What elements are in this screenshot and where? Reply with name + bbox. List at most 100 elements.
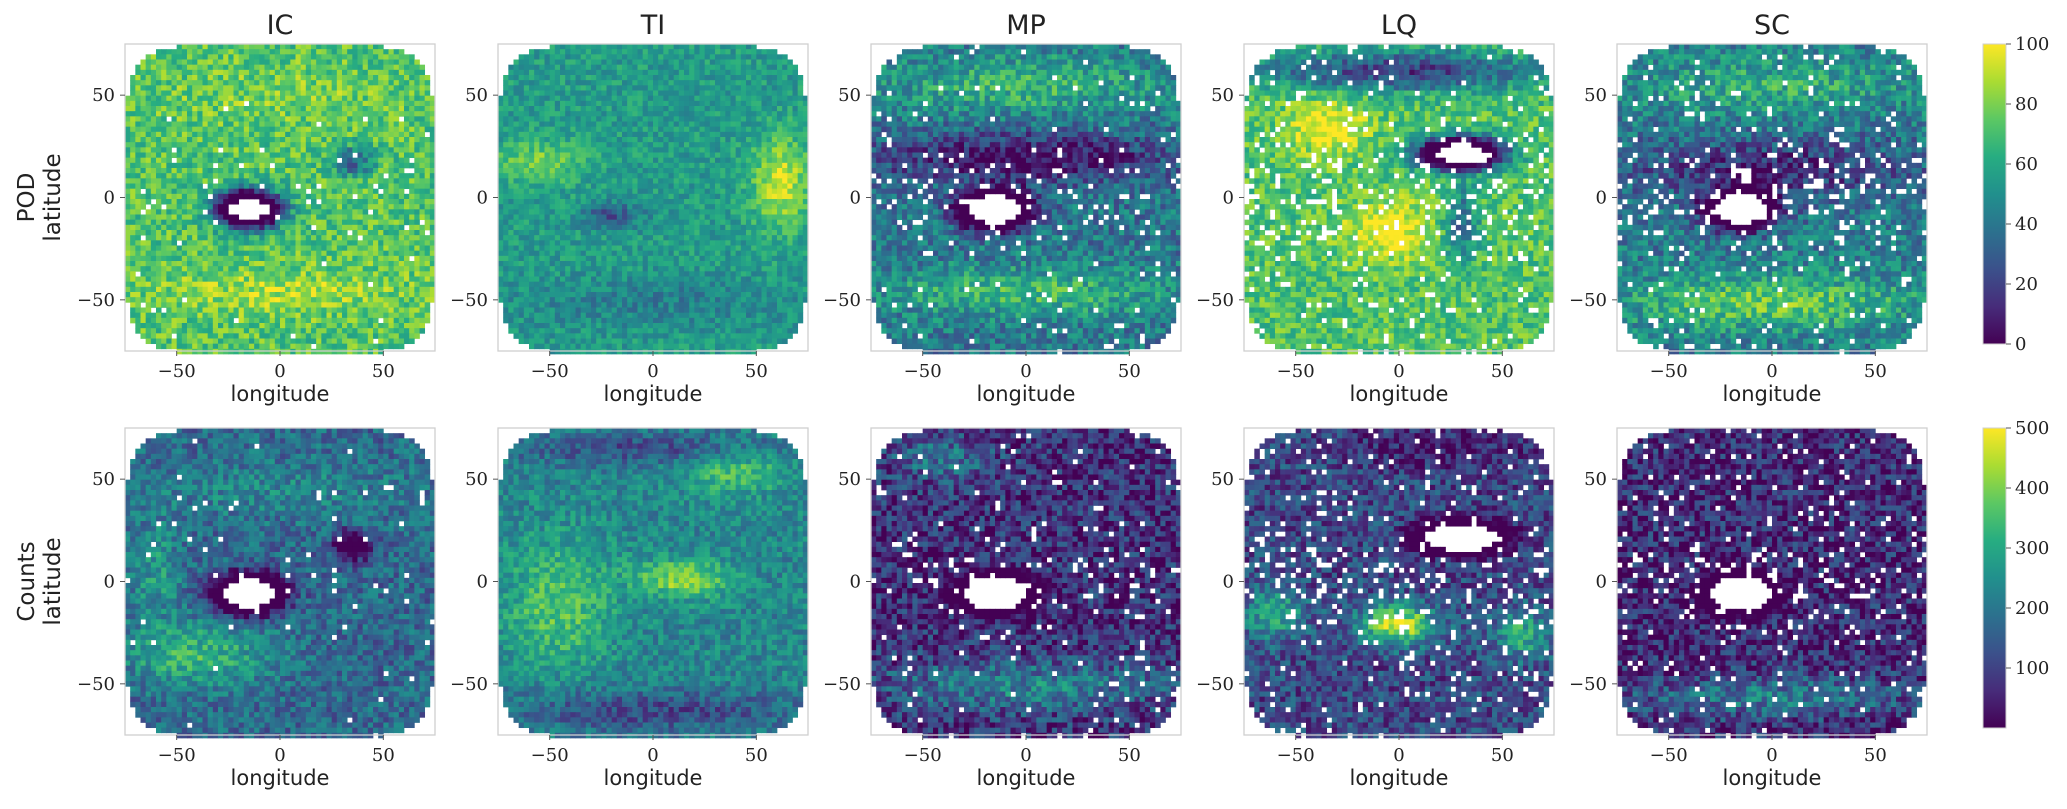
- heatmap-cell: [243, 126, 250, 133]
- heatmap-cell: [145, 235, 152, 241]
- heatmap-cell: [601, 90, 607, 97]
- heatmap-cell: [295, 286, 302, 293]
- heatmap-cell: [187, 131, 193, 138]
- heatmap-cell: [145, 219, 152, 226]
- heatmap-cell: [513, 111, 520, 117]
- heatmap-cell: [238, 219, 245, 226]
- heatmap-cell: [342, 286, 348, 293]
- heatmap-cell: [591, 95, 597, 102]
- heatmap-cell: [316, 235, 322, 241]
- heatmap-cell: [274, 245, 281, 252]
- heatmap-cell: [171, 95, 178, 102]
- heatmap-cell: [166, 245, 172, 252]
- heatmap-cell: [161, 338, 167, 345]
- heatmap-cell: [331, 338, 338, 345]
- heatmap-cell: [171, 54, 178, 60]
- heatmap-cell: [130, 111, 136, 117]
- heatmap-cell: [352, 219, 358, 226]
- heatmap-cell: [207, 162, 214, 169]
- heatmap-cell: [176, 230, 183, 236]
- heatmap-cell: [404, 116, 410, 122]
- heatmap-cell: [539, 183, 545, 190]
- heatmap-cell: [135, 317, 141, 324]
- heatmap-cell: [673, 162, 680, 169]
- heatmap-cell: [792, 75, 799, 81]
- heatmap-cell: [187, 261, 193, 267]
- heatmap-cell: [305, 245, 312, 252]
- heatmap-cell: [373, 214, 379, 221]
- heatmap-cell: [549, 95, 556, 102]
- heatmap-cell: [233, 276, 240, 283]
- heatmap-cell: [730, 85, 737, 91]
- heatmap-cell: [383, 209, 389, 215]
- heatmap-cell: [570, 116, 576, 122]
- heatmap-cell: [554, 178, 561, 184]
- heatmap-cell: [316, 307, 322, 314]
- heatmap-cell: [663, 168, 669, 174]
- heatmap-cell: [176, 333, 183, 339]
- heatmap-cell: [176, 266, 183, 272]
- heatmap-cell: [135, 240, 141, 246]
- heatmap-cell: [300, 323, 307, 329]
- heatmap-cell: [321, 323, 327, 329]
- heatmap-cell: [207, 152, 214, 159]
- heatmap-cell: [419, 204, 426, 210]
- heatmap-cell: [735, 173, 742, 179]
- heatmap-cell: [156, 49, 162, 55]
- heatmap-cell: [362, 302, 369, 308]
- heatmap-cell: [678, 178, 685, 184]
- heatmap-cell: [352, 286, 358, 293]
- heatmap-cell: [663, 95, 669, 102]
- heatmap-cell: [424, 255, 431, 262]
- heatmap-cell: [383, 245, 389, 252]
- heatmap-cell: [637, 100, 644, 107]
- heatmap-cell: [398, 121, 405, 128]
- heatmap-cell: [197, 255, 203, 262]
- heatmap-cell: [544, 126, 551, 133]
- heatmap-cell: [663, 162, 669, 169]
- heatmap-cell: [591, 126, 597, 133]
- heatmap-cell: [596, 80, 602, 86]
- heatmap-cell: [357, 59, 364, 66]
- heatmap-cell: [378, 95, 384, 102]
- heatmap-cell: [383, 255, 389, 262]
- heatmap-cell: [347, 69, 353, 76]
- heatmap-cell: [740, 168, 747, 174]
- heatmap-cell: [156, 111, 162, 117]
- heatmap-cell: [508, 85, 514, 91]
- heatmap-cell: [295, 323, 302, 329]
- heatmap-cell: [223, 126, 229, 133]
- heatmap-cell: [529, 116, 535, 122]
- heatmap-cell: [233, 142, 240, 148]
- heatmap-cell: [300, 188, 307, 195]
- heatmap-cell: [181, 100, 188, 107]
- heatmap-cell: [787, 173, 793, 179]
- heatmap-cell: [238, 266, 245, 272]
- heatmap-cell: [534, 69, 540, 76]
- heatmap-cell: [156, 157, 162, 164]
- heatmap-cell: [264, 292, 271, 298]
- heatmap-cell: [771, 85, 778, 91]
- heatmap-cell: [269, 214, 276, 221]
- heatmap-cell: [632, 85, 638, 91]
- heatmap-cell: [202, 106, 209, 112]
- heatmap-cell: [326, 95, 333, 102]
- heatmap-cell: [161, 64, 167, 71]
- heatmap-cell: [761, 173, 768, 179]
- heatmap-cell: [642, 106, 649, 112]
- heatmap-cell: [404, 162, 410, 169]
- heatmap-cell: [166, 333, 172, 339]
- heatmap-cell: [647, 54, 654, 60]
- heatmap-cell: [404, 204, 410, 210]
- heatmap-cell: [228, 312, 234, 319]
- heatmap-cell: [352, 255, 358, 262]
- heatmap-cell: [305, 85, 312, 91]
- heatmap-cell: [388, 250, 395, 257]
- heatmap-cell: [409, 338, 415, 345]
- heatmap-cell: [321, 152, 327, 159]
- heatmap-cell: [135, 255, 141, 262]
- heatmap-cell: [311, 147, 317, 153]
- heatmap-cell: [549, 44, 556, 50]
- heatmap-cell: [176, 199, 183, 205]
- heatmap-cell: [632, 147, 638, 153]
